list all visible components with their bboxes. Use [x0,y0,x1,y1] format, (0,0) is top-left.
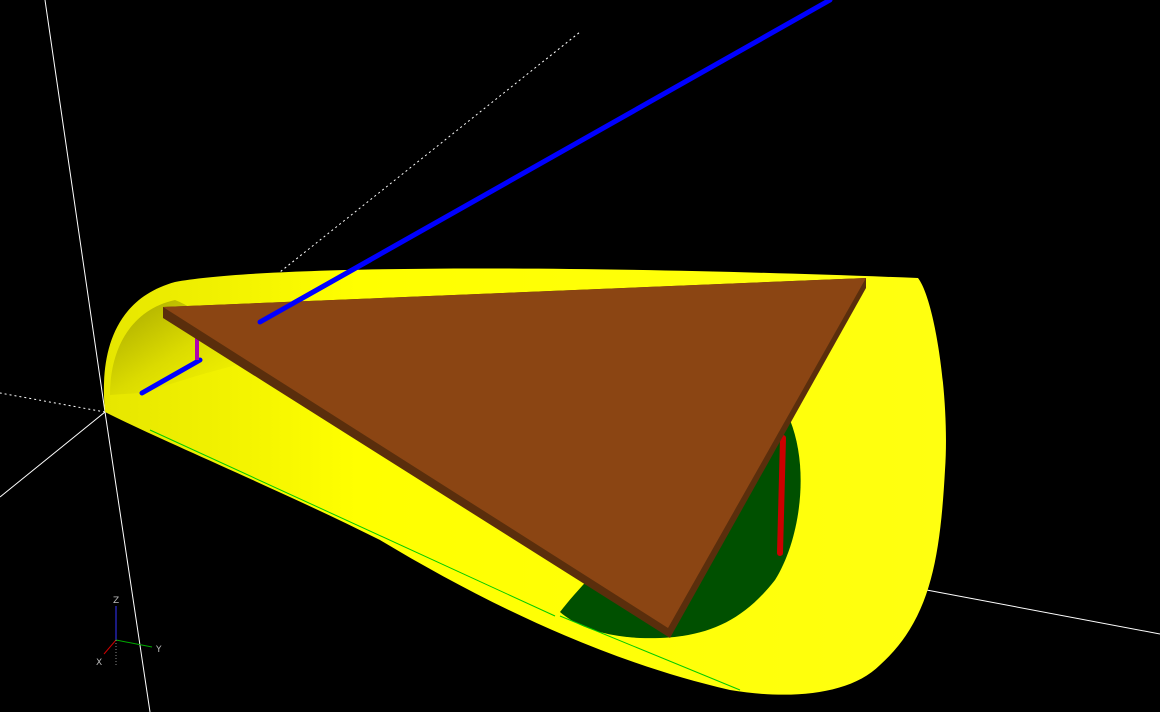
x-axis-negative-line [0,412,105,497]
y-axis-line [900,585,1160,634]
z-axis-line [45,0,105,412]
z-axis-negative-line [105,412,150,712]
indicator-x-label: X [96,658,102,668]
indicator-y-axis [116,640,152,647]
y-axis-negative-dashed-line [0,393,105,412]
indicator-x-axis [104,640,116,654]
red-support-rod[interactable] [780,438,783,553]
axes-indicator: Z Y X [96,596,162,668]
indicator-y-label: Y [155,645,162,655]
indicator-z-label: Z [113,596,119,606]
